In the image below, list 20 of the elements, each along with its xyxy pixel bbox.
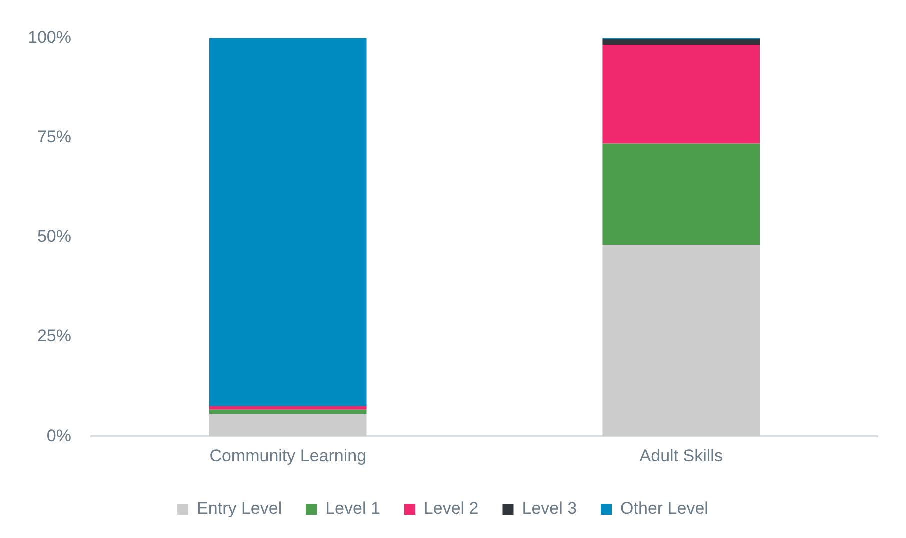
bar [602, 44, 760, 144]
legend-label: Level 1 [326, 499, 380, 518]
y-tick-label: 25% [37, 326, 72, 346]
legend-label: Level 3 [522, 499, 578, 518]
bar [602, 244, 760, 437]
y-tick-label: 100% [28, 28, 72, 47]
bar [209, 38, 367, 406]
x-tick-label: Community Learning [210, 446, 367, 466]
bar [209, 414, 367, 437]
y-tick-label: 50% [37, 227, 72, 246]
y-tick-label: 0% [46, 426, 72, 446]
legend-label: Other Level [620, 499, 708, 518]
x-tick-label: Adult Skills [640, 446, 723, 466]
bar [602, 144, 760, 245]
legend-label: Entry Level [197, 499, 282, 518]
bar [209, 410, 367, 414]
legend-label: Level 2 [424, 499, 479, 518]
bar [209, 406, 367, 410]
bar [602, 39, 760, 45]
y-tick-label: 75% [37, 127, 72, 146]
